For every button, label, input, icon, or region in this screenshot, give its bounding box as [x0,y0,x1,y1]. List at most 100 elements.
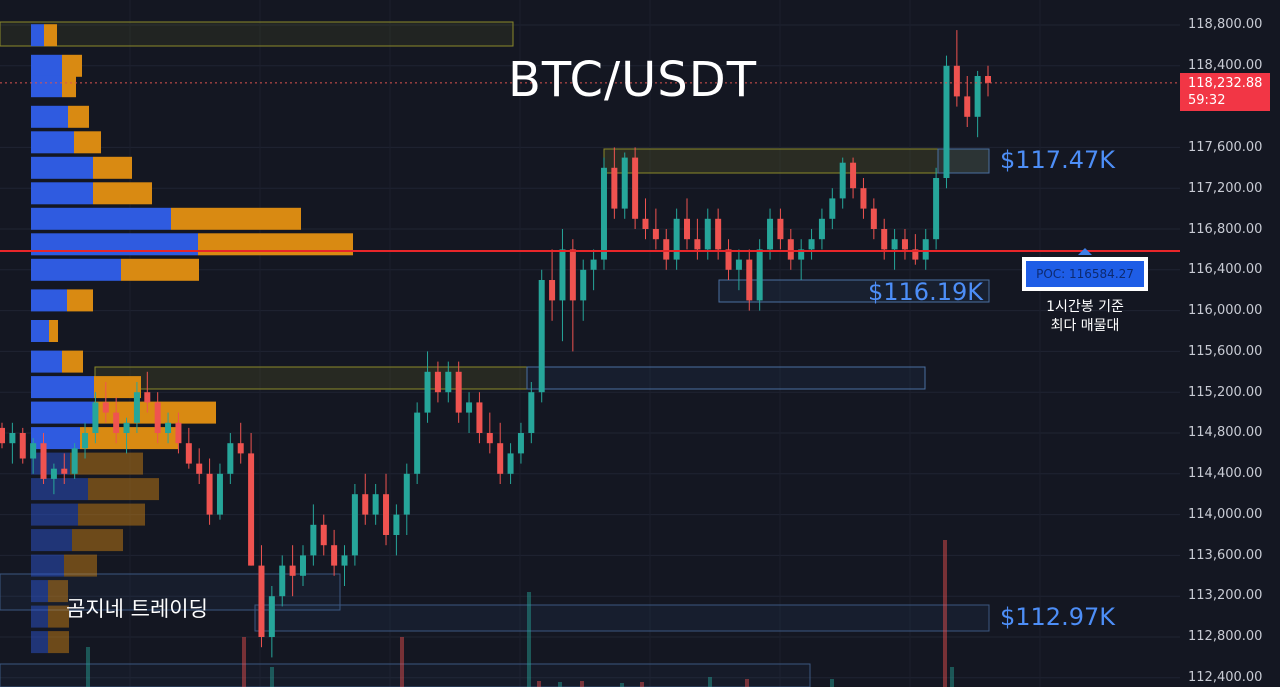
candle-body [777,218,784,240]
profile-buy-bar [31,529,72,552]
level-label-112k: $112.97K [1000,603,1115,631]
candle-body [331,545,338,566]
candle-body [549,280,556,301]
candle-body [850,162,857,189]
candle-body [507,453,514,474]
candle-body [611,167,618,209]
candle-body [133,392,140,423]
candle-body [113,412,120,433]
candle-body [383,494,390,535]
candle-body [0,427,5,444]
profile-sell-bar [74,131,101,154]
volume-bar [745,679,749,687]
tick-label: 118,400.00 [1188,58,1263,73]
profile-buy-bar [31,350,62,373]
tick-label: 114,800.00 [1188,425,1263,440]
candle-body [569,249,576,301]
tick-label: 116,800.00 [1188,222,1263,237]
candle-body [154,402,161,433]
candle-body [123,422,130,433]
profile-sell-bar [49,320,58,342]
candle-body [746,259,753,301]
tick-label: 114,400.00 [1188,466,1263,481]
volume-bar [86,647,90,687]
poc-label: POC: 116584.27 [1026,261,1144,287]
candle-body [870,208,877,229]
candle-body [590,259,597,270]
tick-label: 112,400.00 [1188,670,1263,685]
profile-buy-bar [31,182,93,205]
profile-sell-bar [48,605,69,628]
zone-box [94,366,528,390]
tick-label: 115,200.00 [1188,385,1263,400]
profile-sell-bar [171,207,301,230]
volume-bar [242,637,246,687]
candle-body [974,76,981,117]
profile-sell-bar [72,529,123,552]
candle-body [403,473,410,515]
candle-body [735,259,742,270]
candle-body [372,494,379,515]
poc-note: 1시간봉 기준 최다 매물대 [1022,298,1148,336]
brand-watermark: 곰지네 트레이딩 [66,597,208,621]
candle-body [725,249,732,270]
profile-buy-bar [31,105,68,128]
candle-body [787,239,794,260]
price-axis[interactable]: 118,800.00 118,400.00 117,600.00 117,200… [1180,0,1280,687]
zone-box [603,148,990,174]
volume-bar [640,682,644,687]
candle-body [216,473,223,515]
profile-buy-bar [31,320,49,342]
candle-body [165,422,172,433]
candle-body [621,157,628,209]
candle-body [486,433,493,444]
profile-sell-bar [68,105,89,128]
candle-body [839,162,846,199]
level-label-116k: $116.19K [868,278,983,306]
candle-body [964,96,971,117]
tick-label: 116,400.00 [1188,262,1263,277]
candle-body [237,443,244,454]
candle-body [756,249,763,301]
profile-sell-bar [93,156,132,179]
zone-boxes [0,21,990,687]
volume-bar [620,683,624,687]
profile-buy-bar [31,580,48,603]
candle-body [528,392,535,433]
candle-body [580,269,587,301]
profile-buy-bar [31,631,48,654]
profile-buy-bar [31,156,93,179]
candle-body [517,433,524,454]
zone-box [0,663,811,687]
candle-body [943,65,950,178]
last-price-badge: 118,232.88 59:32 [1180,73,1270,111]
candle-body [466,402,473,413]
candle-body [351,494,358,556]
candle-body [538,280,545,393]
poc-note-line1: 1시간봉 기준 [1046,299,1124,315]
tick-label: 113,200.00 [1188,588,1263,603]
volume-bar [527,592,531,687]
candle-body [694,239,701,250]
profile-sell-bar [88,478,159,501]
candle-body [663,239,670,260]
candle-body [715,218,722,250]
profile-buy-bar [31,24,44,47]
profile-sell-bar [62,350,83,373]
candle-body [185,443,192,464]
candle-countdown: 59:32 [1188,93,1226,108]
profile-sell-bar [78,503,145,526]
volume-bar [400,637,404,687]
candle-body [92,402,99,433]
profile-buy-bar [31,503,78,526]
candle-body [175,422,182,444]
candle-body [424,371,431,413]
candle-body [985,76,991,83]
candle-body [196,463,203,474]
profile-buy-bar [31,605,48,628]
candle-body [600,167,607,260]
profile-sell-bar [80,427,178,450]
zone-box [254,604,990,632]
candle-body [642,218,649,229]
